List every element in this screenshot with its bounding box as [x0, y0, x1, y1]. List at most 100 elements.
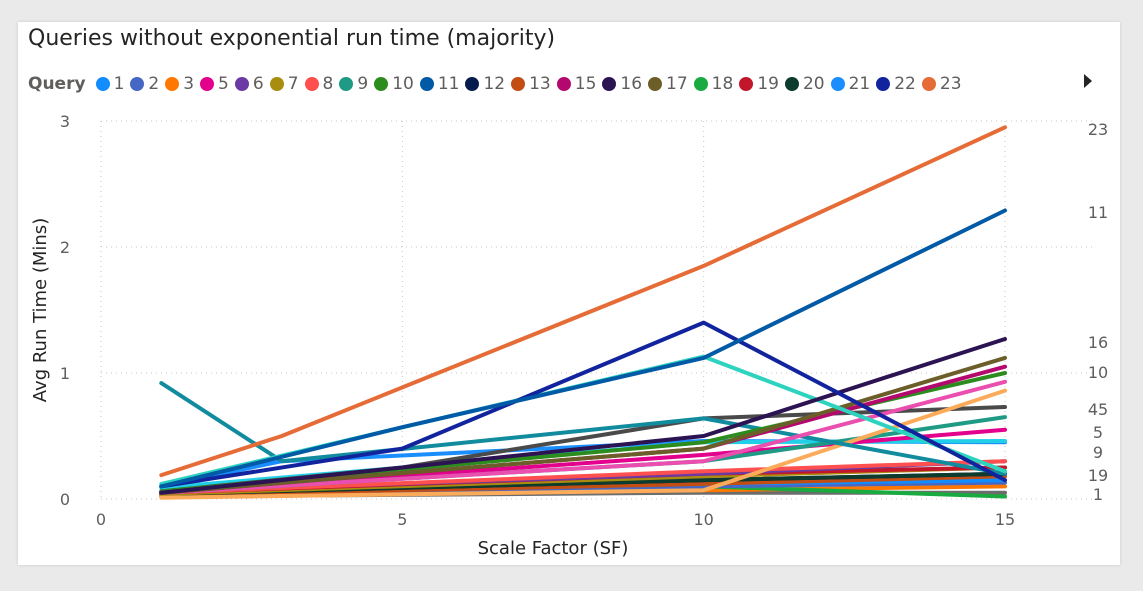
series-line-13 [159, 474, 1007, 498]
legend-title: Query [28, 74, 86, 94]
legend-dot-icon [200, 77, 215, 91]
legend-label: 9 [357, 74, 369, 94]
legend-label: 21 [848, 74, 871, 94]
legend-label: 20 [802, 74, 825, 94]
legend-dot-icon [830, 77, 845, 91]
end-label: 11 [1088, 203, 1108, 222]
end-label: 23 [1088, 120, 1108, 139]
legend-label: 19 [757, 74, 779, 94]
legend-dot-icon [648, 77, 663, 91]
x-tick-label: 5 [397, 510, 407, 529]
legend-dot-icon [511, 77, 526, 91]
series-line [159, 381, 1007, 476]
chart-card: Queries without exponential run time (ma… [18, 22, 1120, 565]
legend: Query 1 2 3 5 6 7 8 9 10 11 12 13 15 16 17 18 19 20 21 22 23 [28, 73, 968, 95]
legend-label: 17 [666, 74, 688, 94]
legend-dot-icon [465, 77, 480, 91]
legend-item-17[interactable]: 17 [648, 74, 688, 94]
legend-label: 18 [711, 74, 734, 94]
legend-dot-icon [339, 77, 354, 91]
legend-item-5[interactable]: 5 [200, 74, 229, 94]
legend-item-3[interactable]: 3 [165, 74, 194, 94]
legend-label: 13 [529, 74, 551, 94]
legend-dot-icon [374, 77, 389, 91]
legend-item-13[interactable]: 13 [511, 74, 551, 94]
legend-label: 5 [218, 74, 229, 94]
legend-item-10[interactable]: 10 [374, 74, 414, 94]
legend-item-2[interactable]: 2 [130, 74, 159, 94]
legend-item-20[interactable]: 20 [784, 74, 825, 94]
legend-label: 7 [287, 74, 299, 94]
legend-label: 10 [392, 74, 414, 94]
legend-label: 23 [939, 74, 962, 94]
end-label: 10 [1088, 363, 1108, 382]
legend-dot-icon [602, 77, 617, 91]
x-axis-title: Scale Factor (SF) [478, 538, 629, 559]
end-label: 9 [1093, 443, 1103, 462]
legend-item-8[interactable]: 8 [304, 74, 334, 94]
legend-dot-icon [556, 77, 571, 91]
legend-dot-icon [784, 77, 799, 91]
legend-label: 12 [483, 74, 506, 94]
legend-item-23[interactable]: 23 [921, 74, 962, 94]
legend-item-16[interactable]: 16 [602, 74, 642, 94]
legend-dot-icon [95, 77, 110, 91]
legend-label: 6 [252, 74, 264, 94]
legend-next-arrow-icon[interactable] [1084, 74, 1092, 88]
legend-dot-icon [304, 77, 319, 91]
legend-item-15[interactable]: 15 [556, 74, 597, 94]
end-label: 19 [1088, 466, 1108, 485]
series-line [159, 388, 1007, 500]
legend-item-1[interactable]: 1 [95, 74, 125, 94]
legend-dot-icon [130, 77, 145, 91]
legend-item-21[interactable]: 21 [830, 74, 871, 94]
legend-item-22[interactable]: 22 [876, 74, 916, 94]
legend-label: 16 [620, 74, 643, 94]
x-tick-label: 15 [995, 510, 1015, 529]
legend-item-11[interactable]: 11 [419, 74, 460, 94]
series-line-8 [159, 459, 1007, 495]
legend-label: 1 [113, 74, 125, 94]
legend-dot-icon [876, 77, 891, 91]
legend-dot-icon [693, 77, 708, 91]
legend-dot-icon [269, 77, 284, 91]
series-line-23 [159, 125, 1007, 478]
legend-label: 2 [148, 74, 160, 94]
y-axis-title: Avg Run Time (Mins) [30, 218, 51, 402]
legend-dot-icon [921, 77, 936, 91]
legend-dot-icon [739, 77, 754, 91]
series-line [159, 379, 1007, 495]
y-tick-label: 0 [60, 490, 70, 509]
legend-item-18[interactable]: 18 [693, 74, 734, 94]
legend-label: 3 [183, 74, 195, 94]
legend-item-6[interactable]: 6 [234, 74, 264, 94]
series-line-17 [159, 355, 1007, 495]
y-tick-label: 2 [60, 238, 70, 257]
legend-label: 15 [574, 74, 597, 94]
legend-item-19[interactable]: 19 [739, 74, 779, 94]
legend-items: 1 2 3 5 6 7 8 9 10 11 12 13 15 16 17 18 19 20 21 22 23 [95, 74, 968, 94]
series-line-22 [159, 320, 1007, 489]
legend-label: 11 [437, 74, 460, 94]
end-label: 45 [1088, 400, 1108, 419]
x-tick-label: 10 [693, 510, 713, 529]
legend-item-7[interactable]: 7 [269, 74, 299, 94]
series-line-11 [159, 208, 1007, 489]
end-label: 5 [1093, 423, 1103, 442]
legend-dot-icon [419, 77, 434, 91]
legend-label: 22 [894, 74, 916, 94]
x-tick-label: 0 [96, 510, 106, 529]
series-line-5 [159, 427, 1007, 495]
y-tick-label: 1 [60, 364, 70, 383]
legend-label: 8 [322, 74, 334, 94]
series-line-16 [159, 337, 1007, 495]
legend-dot-icon [234, 77, 249, 91]
y-tick-label: 3 [60, 112, 70, 131]
chart-title: Queries without exponential run time (ma… [28, 26, 556, 51]
end-label: 16 [1088, 333, 1108, 352]
end-label: 1 [1093, 485, 1103, 504]
legend-item-9[interactable]: 9 [339, 74, 368, 94]
legend-dot-icon [165, 77, 180, 91]
legend-item-12[interactable]: 12 [465, 74, 505, 94]
